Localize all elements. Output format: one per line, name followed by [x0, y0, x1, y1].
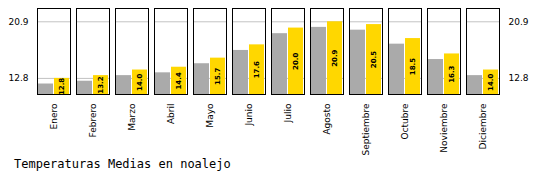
svg-text:Marzo: Marzo: [127, 103, 137, 131]
svg-text:18.5: 18.5: [409, 58, 417, 75]
svg-text:14.0: 14.0: [136, 74, 144, 91]
svg-text:15.7: 15.7: [214, 68, 222, 85]
svg-text:Noviembre: Noviembre: [439, 103, 449, 153]
svg-text:16.3: 16.3: [448, 65, 456, 82]
svg-text:Diciembre: Diciembre: [478, 103, 488, 149]
svg-text:13.2: 13.2: [97, 76, 105, 93]
svg-text:20.0: 20.0: [292, 53, 300, 70]
svg-text:12.8: 12.8: [8, 73, 28, 83]
svg-text:14.4: 14.4: [175, 72, 183, 89]
svg-text:20.9: 20.9: [8, 17, 28, 27]
svg-text:Junio: Junio: [244, 103, 254, 127]
svg-text:20.9: 20.9: [331, 49, 339, 66]
svg-text:Abril: Abril: [166, 104, 176, 125]
svg-text:14.0: 14.0: [487, 74, 495, 91]
svg-text:12.8: 12.8: [509, 73, 529, 83]
svg-text:20.9: 20.9: [509, 17, 529, 27]
svg-text:17.6: 17.6: [253, 61, 261, 78]
svg-text:Octubre: Octubre: [400, 103, 410, 139]
svg-text:Febrero: Febrero: [88, 103, 98, 137]
svg-text:Septiembre: Septiembre: [361, 103, 371, 156]
svg-text:Julio: Julio: [283, 103, 293, 123]
html-text:Temperaturas Medias en noalejo: Temperaturas Medias en noalejo: [14, 157, 231, 171]
svg-text:12.8: 12.8: [58, 78, 66, 95]
svg-text:Mayo: Mayo: [205, 103, 215, 128]
svg-text:20.5: 20.5: [370, 51, 378, 68]
svg-text:Enero: Enero: [49, 103, 59, 129]
svg-text:Agosto: Agosto: [322, 103, 332, 135]
